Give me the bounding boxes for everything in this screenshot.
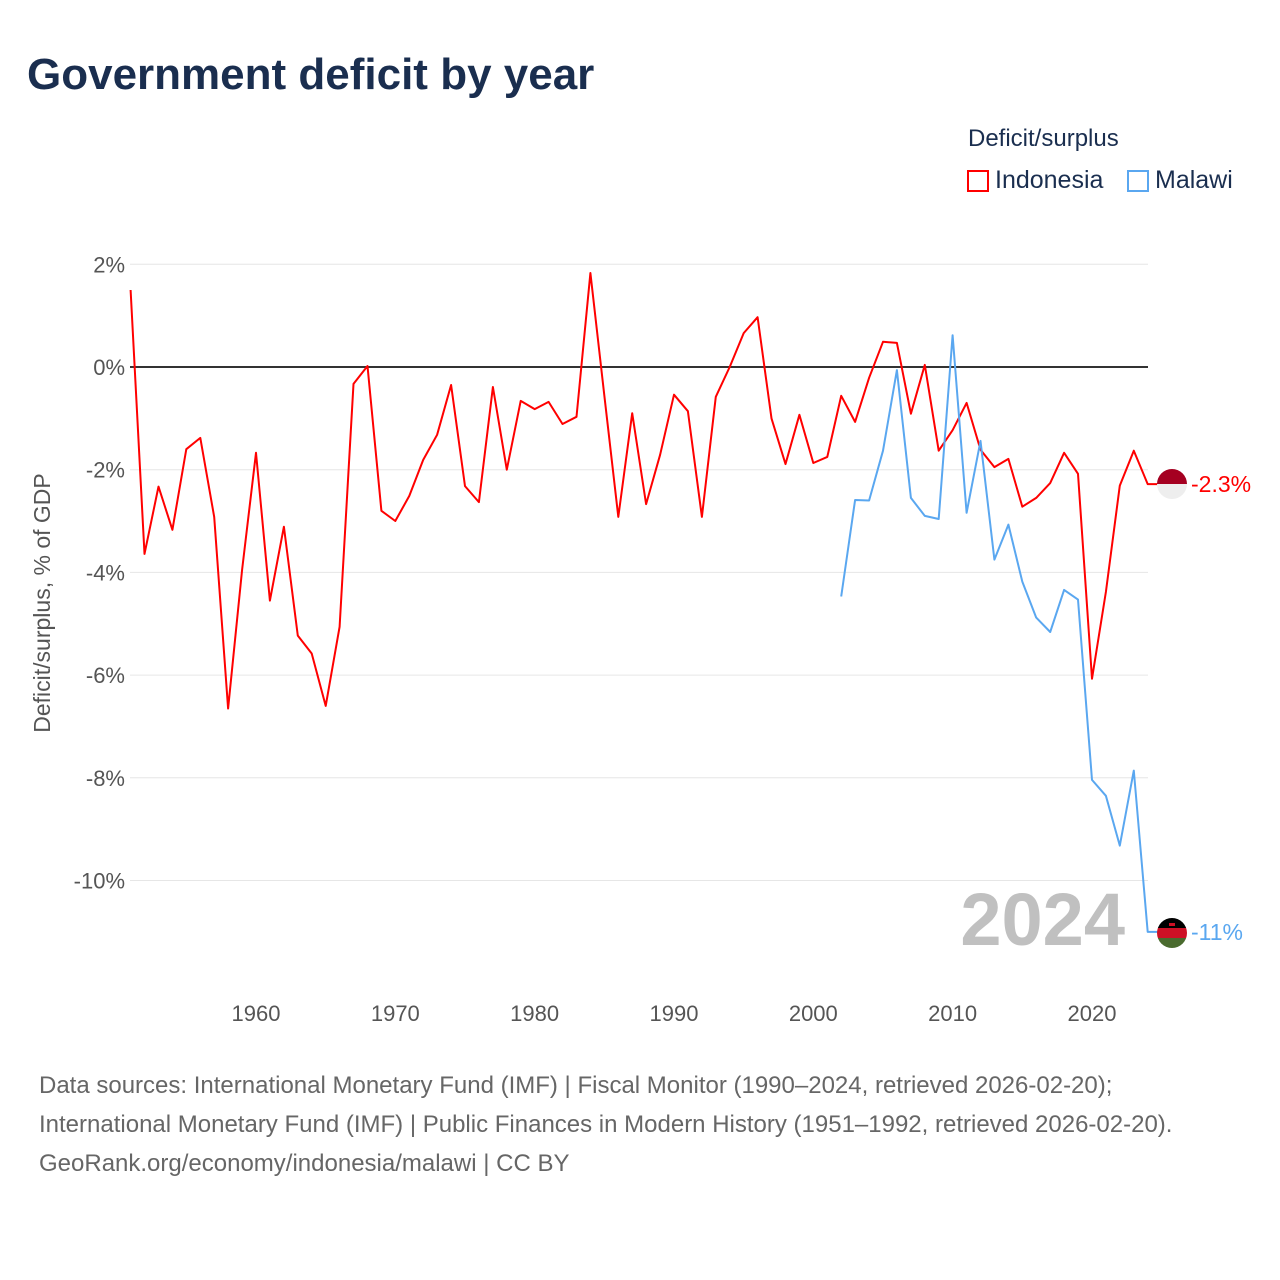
y-tick-label: 2% bbox=[93, 252, 125, 277]
legend-swatch-icon bbox=[967, 169, 989, 192]
malawi-flag-icon bbox=[1157, 918, 1187, 948]
x-tick-label: 1960 bbox=[232, 1001, 281, 1026]
chart-title: Government deficit by year bbox=[27, 50, 595, 99]
y-tick-label: -10% bbox=[74, 869, 125, 894]
y-tick-label: -2% bbox=[86, 458, 125, 483]
year-watermark: 2024 bbox=[960, 878, 1125, 961]
legend-label: Indonesia bbox=[995, 166, 1104, 194]
y-axis-label: Deficit/surplus, % of GDP bbox=[29, 473, 55, 732]
y-tick-label: 0% bbox=[93, 355, 125, 380]
x-tick-label: 1990 bbox=[650, 1001, 699, 1026]
y-tick-label: -8% bbox=[86, 766, 125, 791]
legend-item-indonesia[interactable]: Indonesia bbox=[967, 166, 1103, 195]
credit-link[interactable]: GeoRank.org/economy/indonesia/malawi | C… bbox=[39, 1150, 570, 1177]
indonesia-flag-icon bbox=[1157, 469, 1187, 499]
y-tick-label: -6% bbox=[86, 663, 125, 688]
x-tick-label: 2010 bbox=[928, 1001, 977, 1026]
legend-item-malawi[interactable]: Malawi bbox=[1127, 166, 1233, 195]
series-line-malawi bbox=[840, 334, 1158, 933]
indonesia-end-label: -2.3% bbox=[1191, 471, 1251, 497]
legend-swatch-icon bbox=[1127, 169, 1149, 192]
data-sources: Data sources: International Monetary Fun… bbox=[39, 1072, 1173, 1138]
x-tick-label: 2000 bbox=[789, 1001, 838, 1026]
x-tick-label: 2020 bbox=[1068, 1001, 1117, 1026]
y-tick-label: -4% bbox=[86, 560, 125, 585]
legend-label: Malawi bbox=[1155, 166, 1233, 194]
footer: Data sources: International Monetary Fun… bbox=[39, 1066, 1239, 1183]
malawi-end-label: -11% bbox=[1191, 919, 1243, 945]
series-line-indonesia bbox=[129, 272, 1158, 710]
line-chart: 2% 0% -2% -4% -6% -8% -10% 1960 1970 1980 1990 2000… bbox=[29, 252, 1251, 1026]
x-tick-label: 1970 bbox=[371, 1001, 420, 1026]
x-tick-label: 1980 bbox=[510, 1001, 559, 1026]
legend-title: Deficit/surplus bbox=[968, 125, 1119, 152]
